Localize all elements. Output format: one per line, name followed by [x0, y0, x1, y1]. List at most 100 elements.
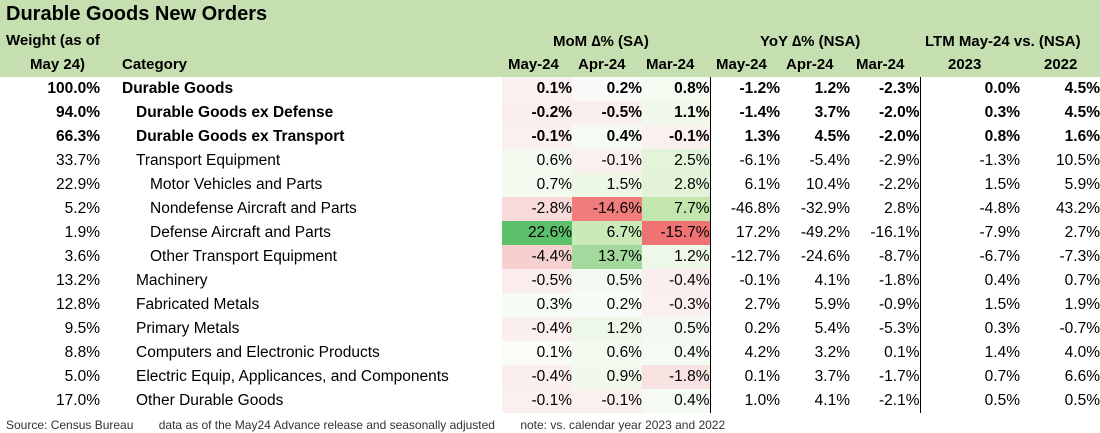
ltm-cell: 1.9% — [1064, 296, 1100, 313]
table-row: 9.5% Primary Metals -0.4% 1.2% 0.5% 0.2% 5.4% -… — [0, 317, 1100, 341]
ltm-cell: 1.4% — [919, 341, 1020, 365]
mom-cell: 0.2% — [572, 293, 642, 317]
weight-cell: 5.0% — [64, 368, 100, 385]
yoy-cell: 1.0% — [709, 389, 780, 413]
ltm-cell: -0.7% — [1059, 320, 1100, 337]
category-cell: Durable Goods — [122, 80, 234, 97]
ltm-cell: 0.3% — [919, 101, 1020, 125]
weight-cell: 17.0% — [56, 392, 100, 409]
yoy-cell: 5.9% — [814, 296, 850, 313]
yoy-cell: 0.1% — [709, 365, 780, 389]
yoy-cell: 17.2% — [709, 221, 780, 245]
ltm-cell: 43.2% — [1056, 200, 1100, 217]
yoy-cell: -5.4% — [809, 152, 851, 169]
table-row: 100.0% Durable Goods 0.1% 0.2% 0.8% -1.2% 1.2%… — [0, 77, 1100, 101]
category-cell: Fabricated Metals — [136, 296, 260, 313]
ltm-cell: -4.8% — [919, 197, 1020, 221]
weight-header-line1: Weight (as of — [6, 32, 100, 49]
mom-cell: -0.2% — [502, 101, 572, 125]
mom-cell: 2.8% — [642, 173, 710, 197]
ltm-cell: 10.5% — [1056, 152, 1100, 169]
table-row: 5.2% Nondefense Aircraft and Parts -2.8% -1… — [0, 197, 1100, 221]
yoy-cell: 10.4% — [806, 176, 850, 193]
ltm-cell: 0.7% — [1064, 272, 1100, 289]
yoy-cell: 4.1% — [814, 392, 850, 409]
yoy-cell: -2.1% — [879, 392, 920, 409]
yoy-cell: -1.4% — [709, 101, 780, 125]
weight-cell: 22.9% — [56, 176, 100, 193]
footer-note: note: vs. calendar year 2023 and 2022 — [520, 418, 726, 432]
yoy-cell: -5.3% — [879, 320, 920, 337]
mom-cell: -0.1% — [572, 149, 642, 173]
category-header: Category — [122, 56, 188, 73]
footer-source: Source: Census Bureau — [6, 418, 134, 432]
footer: Source: Census Bureau data as of the May… — [6, 418, 747, 432]
category-cell: Motor Vehicles and Parts — [150, 176, 323, 193]
data-table: 100.0% Durable Goods 0.1% 0.2% 0.8% -1.2% 1.2%… — [0, 77, 1100, 413]
weight-cell: 1.9% — [64, 224, 100, 241]
yoy-cell: 4.5% — [814, 128, 850, 145]
ltm-cell: 0.3% — [919, 317, 1020, 341]
mom-cell: 1.2% — [642, 245, 710, 269]
mom-cell: 0.2% — [572, 77, 642, 101]
yoy-cell: -6.1% — [709, 149, 780, 173]
mom-group-header: MoM ∆% (SA) — [553, 33, 649, 50]
mom-cell: 0.6% — [502, 149, 572, 173]
weight-cell: 100.0% — [47, 80, 100, 97]
yoy-cell: 5.4% — [814, 320, 850, 337]
yoy-cell: -1.8% — [879, 272, 920, 289]
mom-cell: 0.4% — [572, 125, 642, 149]
mom-cell: 2.5% — [642, 149, 710, 173]
ltm-cell: 0.0% — [919, 77, 1020, 101]
mom-cell: 0.8% — [642, 77, 710, 101]
yoy-cell: 4.2% — [709, 341, 780, 365]
mom-cell: 22.6% — [502, 221, 572, 245]
mom-cell: -14.6% — [572, 197, 642, 221]
yoy-cell: -2.2% — [879, 176, 920, 193]
mom-cell: 0.4% — [642, 341, 710, 365]
mom-cell: -4.4% — [502, 245, 572, 269]
category-cell: Durable Goods ex Transport — [136, 128, 345, 145]
table-row: 66.3% Durable Goods ex Transport -0.1% 0.4%… — [0, 125, 1100, 149]
mom-cell: 0.9% — [572, 365, 642, 389]
yoy-col-mar: Mar-24 — [856, 56, 905, 73]
ltm-cell: 0.5% — [1064, 392, 1100, 409]
yoy-col-may: May-24 — [716, 56, 767, 73]
ltm-cell: 2.7% — [1064, 224, 1100, 241]
mom-cell: 1.1% — [642, 101, 710, 125]
table-row: 12.8% Fabricated Metals 0.3% 0.2% -0.3% 2.7% 5… — [0, 293, 1100, 317]
yoy-cell: -2.9% — [879, 152, 920, 169]
ltm-cell: 0.7% — [919, 365, 1020, 389]
yoy-cell: 2.8% — [884, 200, 920, 217]
ltm-col-2023: 2023 — [948, 56, 982, 73]
mom-cell: -0.5% — [502, 269, 572, 293]
table-row: 22.9% Motor Vehicles and Parts 0.7% 1.5% 2.8… — [0, 173, 1100, 197]
category-cell: Other Transport Equipment — [150, 248, 337, 265]
yoy-cell: -16.1% — [870, 224, 920, 241]
mom-cell: -0.1% — [502, 125, 572, 149]
category-cell: Other Durable Goods — [136, 392, 284, 409]
weight-cell: 9.5% — [64, 320, 100, 337]
yoy-cell: -2.0% — [879, 104, 920, 121]
mom-cell: 13.7% — [572, 245, 642, 269]
table-row: 3.6% Other Transport Equipment -4.4% 13.7% 1… — [0, 245, 1100, 269]
weight-cell: 33.7% — [56, 152, 100, 169]
yoy-cell: 3.2% — [814, 344, 850, 361]
mom-cell: 0.6% — [572, 341, 642, 365]
weight-header-line2: May 24) — [30, 56, 86, 73]
yoy-group-header: YoY ∆% (NSA) — [760, 33, 861, 50]
yoy-cell: -12.7% — [709, 245, 780, 269]
ltm-cell: 4.5% — [1064, 104, 1100, 121]
yoy-cell: 6.1% — [709, 173, 780, 197]
mom-cell: -0.4% — [502, 365, 572, 389]
mom-cell: 0.1% — [502, 77, 572, 101]
weight-cell: 94.0% — [56, 104, 100, 121]
yoy-cell: 1.2% — [814, 80, 850, 97]
table-row: 33.7% Transport Equipment 0.6% -0.1% 2.5% -6.… — [0, 149, 1100, 173]
weight-cell: 13.2% — [56, 272, 100, 289]
category-cell: Nondefense Aircraft and Parts — [150, 200, 357, 217]
yoy-cell: 3.7% — [814, 104, 850, 121]
ltm-cell: -6.7% — [919, 245, 1020, 269]
ltm-cell: 0.4% — [919, 269, 1020, 293]
ltm-col-2022: 2022 — [1044, 56, 1078, 73]
